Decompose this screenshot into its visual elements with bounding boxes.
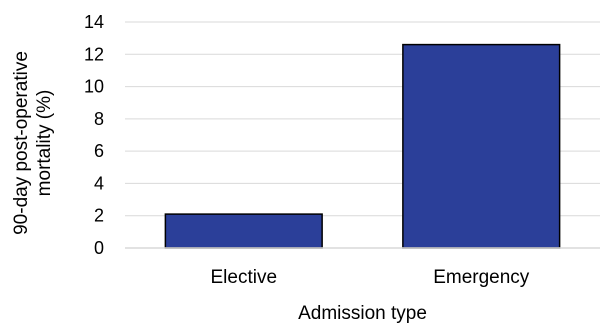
y-tick-label: 0 xyxy=(94,238,104,258)
bars xyxy=(164,43,561,249)
y-axis-title-line: 90-day post-operative xyxy=(11,51,32,235)
bar-elective xyxy=(164,213,323,249)
y-tick-label: 2 xyxy=(94,206,104,226)
y-tick-label: 14 xyxy=(84,12,104,32)
y-tick-label: 12 xyxy=(84,44,104,64)
y-tick-label: 10 xyxy=(84,77,104,97)
y-axis-title: 90-day post-operative mortality (%) xyxy=(11,51,55,235)
y-tick-label: 4 xyxy=(94,173,104,193)
x-axis-categories: Elective Emergency xyxy=(210,267,529,288)
y-axis-ticks: 0 2 4 6 8 10 12 14 xyxy=(84,12,104,258)
y-tick-label: 8 xyxy=(94,109,104,129)
x-category-label: Emergency xyxy=(433,267,530,288)
y-tick-label: 6 xyxy=(94,141,104,161)
x-axis-title: Admission type xyxy=(298,303,427,324)
gridlines xyxy=(125,21,600,217)
x-category-label: Elective xyxy=(210,267,277,288)
bar-emergency xyxy=(402,43,561,249)
y-axis-title-line: mortality (%) xyxy=(34,90,55,197)
